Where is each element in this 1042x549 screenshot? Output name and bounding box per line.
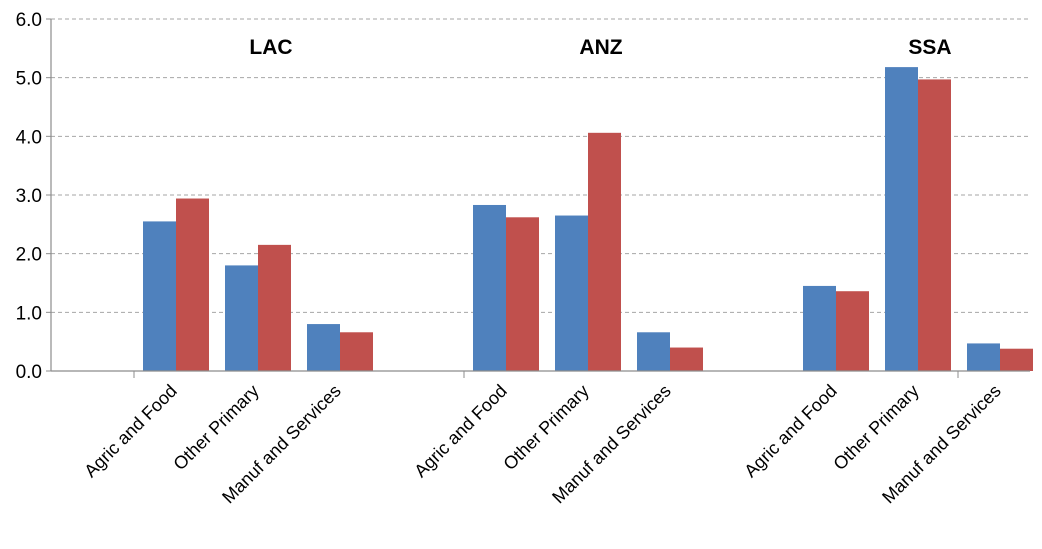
y-tick-label: 4.0 — [16, 127, 42, 148]
y-tick-label: 0.0 — [16, 362, 42, 383]
category-label: Other Primary — [169, 381, 262, 474]
category-label: Other Primary — [499, 381, 592, 474]
y-tick-label: 2.0 — [16, 245, 42, 266]
bar — [340, 332, 373, 371]
bars — [143, 67, 1033, 372]
bar — [967, 343, 1000, 371]
bar — [176, 198, 209, 371]
bar — [588, 132, 621, 371]
bar — [670, 347, 703, 371]
bar — [836, 291, 869, 371]
bar — [637, 332, 670, 371]
bar — [225, 265, 258, 371]
bar — [555, 215, 588, 371]
group-title: ANZ — [579, 36, 622, 59]
y-tick-label: 6.0 — [16, 10, 42, 31]
bar — [506, 217, 539, 371]
category-label: Agric and Food — [740, 381, 840, 481]
bar — [1000, 348, 1033, 371]
category-label: Agric and Food — [410, 381, 510, 481]
y-tick-label: 1.0 — [16, 303, 42, 324]
bar — [885, 67, 918, 372]
category-label: Agric and Food — [80, 381, 180, 481]
bar — [258, 244, 291, 371]
bar — [143, 221, 176, 371]
bar — [473, 204, 506, 371]
bar — [307, 324, 340, 371]
bar — [918, 79, 951, 371]
category-label: Other Primary — [829, 381, 922, 474]
bar — [803, 285, 836, 371]
y-tick-label: 5.0 — [16, 69, 42, 90]
group-title: LAC — [249, 36, 292, 59]
group-title: SSA — [908, 36, 951, 59]
y-tick-label: 3.0 — [16, 186, 42, 207]
axes — [46, 18, 1030, 378]
